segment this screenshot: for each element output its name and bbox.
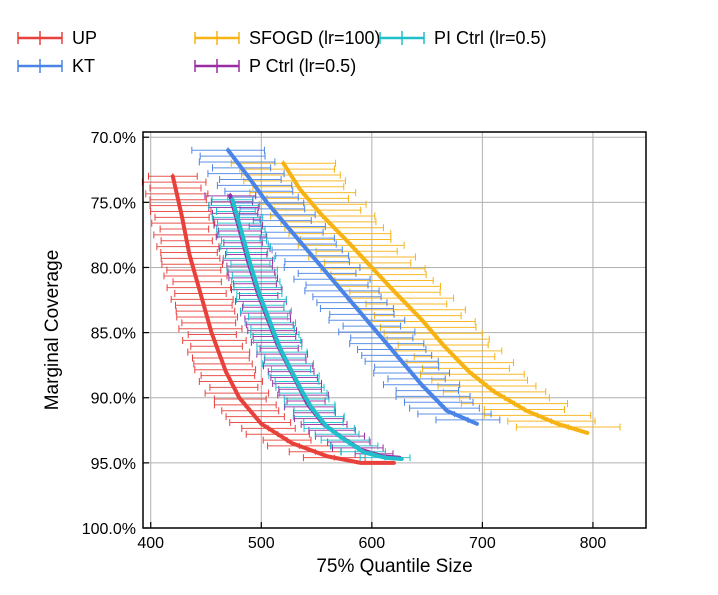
y-axis-label: Marginal Coverage <box>42 250 63 411</box>
series-kt <box>191 146 501 426</box>
axis-ticks: 400 500 600 700 800 70.0% 75.0% 80.0% 85.0% 90.0%… <box>82 130 607 552</box>
legend-label: UP <box>72 28 97 48</box>
legend-item: P Ctrl (lr=0.5) <box>194 56 356 76</box>
legend-label: P Ctrl (lr=0.5) <box>249 56 356 76</box>
legend: UP KT SFOGD (lr=100) P Ctrl (lr=0.5) PI Ctrl… <box>17 28 547 76</box>
legend-item: SFOGD (lr=100) <box>194 28 381 48</box>
legend-item: KT <box>17 56 95 76</box>
series-layer <box>141 146 621 465</box>
series-line <box>170 174 396 465</box>
y-tick-label: 85.0% <box>91 326 136 343</box>
y-tick-label: 95.0% <box>91 456 136 473</box>
legend-label: KT <box>72 56 95 76</box>
x-tick-label: 700 <box>469 535 496 552</box>
x-tick-label: 600 <box>358 535 385 552</box>
x-tick-label: 500 <box>248 535 275 552</box>
y-tick-label: 80.0% <box>91 260 136 277</box>
x-tick-label: 800 <box>580 535 607 552</box>
legend-label: SFOGD (lr=100) <box>249 28 381 48</box>
y-tick-label: 90.0% <box>91 391 136 408</box>
series-line <box>226 148 479 426</box>
grid <box>143 132 646 529</box>
series-up <box>141 172 396 465</box>
x-tick-label: 400 <box>137 535 164 552</box>
series-line <box>230 197 404 461</box>
legend-item: UP <box>17 28 97 48</box>
y-tick-label: 100.0% <box>82 521 136 538</box>
series-sfogd-lr-100 <box>230 159 621 435</box>
legend-label: PI Ctrl (lr=0.5) <box>434 28 547 48</box>
series-line <box>281 161 590 435</box>
y-tick-label: 75.0% <box>91 195 136 212</box>
legend-item: PI Ctrl (lr=0.5) <box>379 28 547 48</box>
series-pi-ctrl-lr-0-5 <box>208 196 411 462</box>
x-axis-label: 75% Quantile Size <box>316 556 472 577</box>
plot-frame <box>142 131 647 529</box>
y-tick-label: 70.0% <box>91 130 136 147</box>
